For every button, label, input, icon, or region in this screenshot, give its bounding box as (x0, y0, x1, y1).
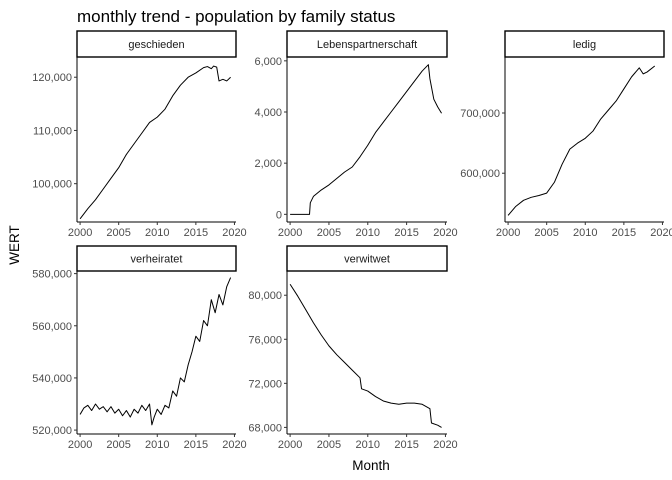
x-tick-label: 2015 (394, 439, 418, 451)
y-tick-label: 4,000 (254, 107, 282, 119)
y-tick-label: 2,000 (254, 158, 282, 170)
x-tick-label: 2000 (278, 439, 302, 451)
y-tick-label: 110,000 (33, 125, 72, 137)
x-tick-label: 2010 (573, 227, 597, 239)
facet-strip-label: verwitwet (344, 254, 390, 266)
facet-panel-5: verwitwet 2000 2005 2010 2015 2020 68,000 72,00… (248, 245, 458, 451)
y-tick-label: 560,000 (32, 321, 72, 333)
x-tick-label: 2015 (394, 227, 418, 239)
x-tick-label: 2015 (612, 227, 636, 239)
facet-strip (286, 30, 448, 58)
facet-strip (504, 30, 665, 58)
x-axis-title: Month (352, 458, 390, 473)
facet-strip-label: ledig (573, 39, 596, 51)
x-tick-label: 2005 (317, 227, 341, 239)
x-tick-label: 2005 (106, 227, 130, 239)
y-tick-label: 68,000 (248, 422, 282, 434)
y-tick-label: 540,000 (32, 373, 72, 385)
facet-panel-2: Lebenspartnerschaft 2000 2005 2010 2015 2020 0… (254, 30, 458, 239)
facet-panels: geschieden 2000 2005 2010 2015 2020 100,000 110… (32, 30, 672, 451)
facet-strip-label: geschieden (128, 39, 184, 51)
series-line (507, 65, 656, 216)
facet-strip (76, 30, 237, 58)
x-tick-label: 2010 (145, 439, 169, 451)
y-tick-label: 120,000 (32, 72, 72, 84)
x-tick-label: 2020 (222, 227, 246, 239)
series-line (79, 277, 232, 426)
x-tick-label: 2015 (184, 439, 208, 451)
series-line (79, 65, 231, 220)
x-tick-label: 2000 (68, 227, 92, 239)
y-tick-label: 700,000 (460, 108, 500, 120)
y-tick-label: 100,000 (32, 179, 72, 191)
series-line (289, 283, 442, 428)
y-tick-label: 580,000 (32, 269, 72, 281)
y-tick-label: 80,000 (248, 290, 282, 302)
facet-strip (286, 245, 448, 272)
facet-panel-1: geschieden 2000 2005 2010 2015 2020 100,000 110… (32, 30, 247, 239)
x-tick-label: 2000 (496, 227, 520, 239)
x-tick-label: 2020 (433, 439, 457, 451)
x-tick-label: 2000 (278, 227, 302, 239)
y-tick-label: 520,000 (32, 425, 72, 437)
facet-strip (76, 245, 237, 272)
x-tick-label: 2005 (534, 227, 558, 239)
y-tick-label: 600,000 (460, 168, 500, 180)
x-tick-label: 2005 (106, 439, 130, 451)
facet-strip-label: verheiratet (131, 254, 183, 266)
facet-strip-label: Lebenspartnerschaft (317, 39, 417, 51)
x-tick-label: 2020 (650, 227, 672, 239)
facet-panel-3: ledig 2000 2005 2010 2015 2020 600,000 700,000 (460, 30, 672, 239)
x-tick-label: 2005 (317, 439, 341, 451)
x-tick-label: 2020 (222, 439, 246, 451)
x-tick-label: 2000 (68, 439, 92, 451)
y-tick-label: 0 (276, 209, 282, 221)
x-tick-label: 2010 (145, 227, 169, 239)
y-tick-label: 6,000 (254, 56, 282, 68)
x-tick-label: 2020 (433, 227, 457, 239)
x-tick-label: 2010 (356, 439, 380, 451)
x-tick-label: 2010 (356, 227, 380, 239)
series-line (290, 64, 442, 215)
chart-title: monthly trend - population by family sta… (77, 7, 395, 26)
y-axis-title: WERT (7, 225, 22, 265)
facet-panel-4: verheiratet 2000 2005 2010 2015 2020 520,000 54… (32, 245, 247, 451)
x-tick-label: 2015 (184, 227, 208, 239)
y-tick-label: 72,000 (248, 378, 282, 390)
y-tick-label: 76,000 (248, 334, 282, 346)
